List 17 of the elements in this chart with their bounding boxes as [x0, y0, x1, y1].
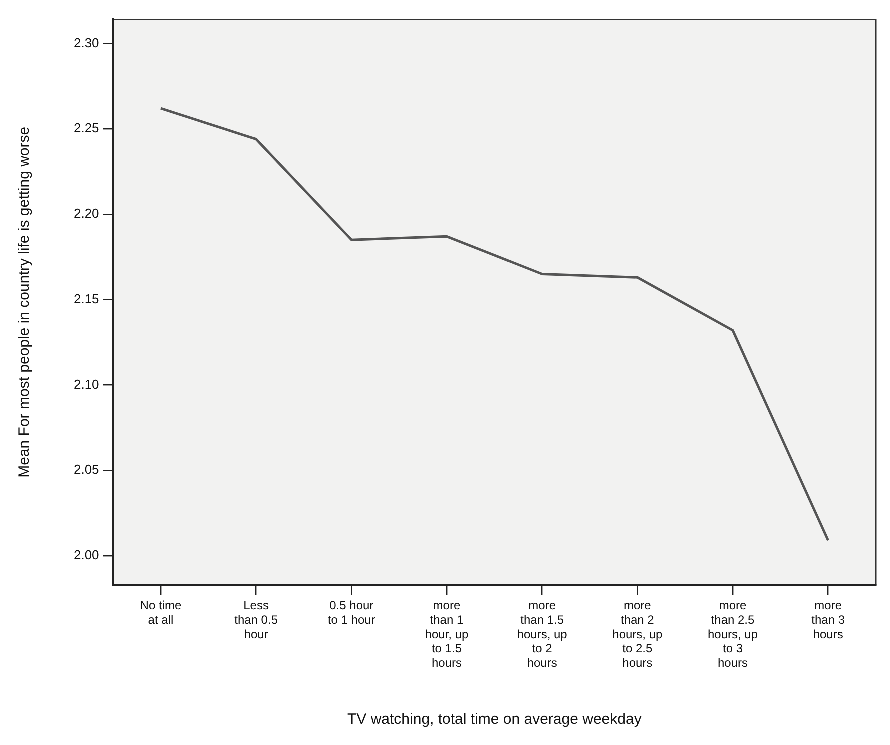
x-tick-label: more than 2 hours, up to 2.5 hours: [612, 598, 663, 670]
y-tick-label: 2.05: [74, 462, 100, 478]
y-tick-label: 2.00: [74, 548, 100, 563]
x-tick-label: more than 1 hour, up to 1.5 hours: [425, 598, 469, 670]
y-tick-label: 2.15: [74, 291, 100, 306]
x-tick-label: No time at all: [140, 598, 182, 627]
y-tick-label: 2.25: [74, 120, 100, 136]
x-tick-label: more than 1.5 hours, up to 2 hours: [517, 598, 568, 670]
x-tick-label: Less than 0.5 hour: [234, 598, 278, 642]
x-tick-label: 0.5 hour to 1 hour: [328, 598, 376, 627]
y-axis-title: Mean For most people in country life is getting worse: [16, 126, 34, 478]
y-tick-label: 2.30: [74, 35, 100, 50]
x-axis-title: TV watching, total time on average weekday: [347, 711, 642, 728]
x-tick-label: more than 2.5 hours, up to 3 hours: [708, 598, 758, 670]
y-tick-label: 2.10: [74, 376, 100, 392]
y-tick-label: 2.20: [74, 206, 100, 222]
x-tick-label: more than 3 hours: [812, 598, 846, 642]
